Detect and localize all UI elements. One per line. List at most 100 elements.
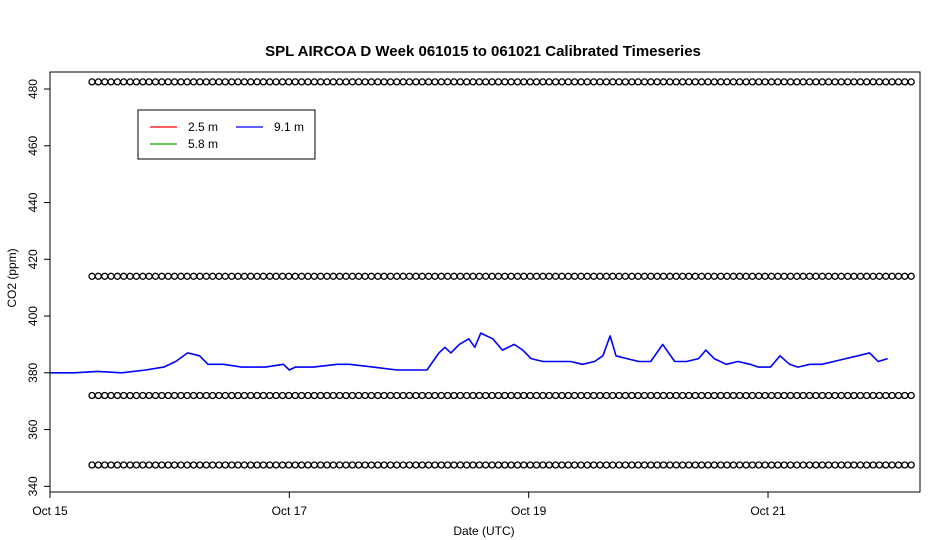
- reference-point: [628, 78, 636, 86]
- reference-point: [888, 272, 896, 280]
- reference-point: [443, 461, 452, 469]
- reference-point: [107, 272, 115, 280]
- reference-point: [259, 391, 268, 400]
- reference-point: [577, 391, 585, 400]
- reference-point: [863, 461, 871, 469]
- reference-point: [475, 461, 484, 469]
- reference-point: [272, 461, 280, 469]
- chart-title: SPL AIRCOA D Week 061015 to 061021 Calib…: [265, 43, 701, 60]
- reference-point: [482, 272, 490, 280]
- reference-point: [774, 272, 782, 280]
- reference-point: [894, 461, 903, 469]
- reference-point: [736, 78, 744, 86]
- reference-point: [513, 461, 522, 469]
- reference-point: [494, 391, 503, 400]
- reference-point: [380, 78, 388, 86]
- reference-point: [799, 78, 807, 86]
- reference-point: [475, 78, 484, 86]
- reference-point: [882, 461, 890, 469]
- reference-point: [659, 391, 668, 400]
- reference-point: [323, 78, 331, 86]
- reference-point: [336, 461, 344, 469]
- reference-point: [590, 78, 598, 86]
- reference-point: [558, 391, 566, 400]
- reference-point: [615, 78, 623, 86]
- reference-point: [653, 78, 661, 86]
- reference-point: [875, 78, 884, 86]
- reference-point: [304, 78, 312, 86]
- reference-point: [628, 461, 636, 469]
- reference-point: [844, 461, 852, 469]
- reference-point: [755, 391, 763, 400]
- reference-point: [507, 461, 515, 469]
- reference-point: [545, 272, 553, 280]
- reference-point: [386, 78, 395, 86]
- y-tick-label: 420: [26, 249, 40, 269]
- reference-point: [348, 461, 357, 469]
- reference-point: [691, 78, 699, 86]
- reference-point: [120, 78, 128, 86]
- reference-point: [634, 461, 642, 469]
- reference-point: [507, 78, 515, 86]
- reference-point: [602, 391, 611, 400]
- reference-point: [748, 461, 757, 469]
- reference-point: [780, 391, 788, 400]
- reference-point: [494, 461, 503, 469]
- reference-point: [520, 391, 528, 400]
- reference-point: [812, 461, 820, 469]
- reference-point: [488, 78, 496, 86]
- reference-point: [901, 461, 909, 469]
- reference-point: [240, 461, 249, 469]
- reference-point: [221, 272, 229, 280]
- reference-point: [323, 461, 331, 469]
- reference-point: [488, 461, 496, 469]
- reference-point: [342, 78, 350, 86]
- reference-point: [863, 272, 871, 280]
- reference-point: [405, 272, 414, 280]
- reference-point: [120, 272, 128, 280]
- reference-point: [513, 78, 522, 86]
- reference-point: [361, 391, 369, 400]
- reference-point: [583, 461, 591, 469]
- reference-point: [170, 78, 179, 86]
- reference-point: [253, 78, 261, 86]
- reference-point: [196, 391, 204, 400]
- reference-point: [101, 391, 109, 400]
- reference-point: [596, 391, 604, 400]
- reference-point: [316, 461, 325, 469]
- x-axis-label: Date (UTC): [453, 524, 514, 538]
- reference-point: [234, 461, 242, 469]
- reference-point: [424, 78, 433, 86]
- reference-point: [818, 272, 826, 280]
- reference-point: [621, 272, 630, 280]
- reference-point: [659, 272, 668, 280]
- reference-point: [107, 391, 115, 400]
- reference-point: [882, 78, 890, 86]
- legend-label: 2.5 m: [188, 120, 218, 134]
- reference-point: [412, 461, 420, 469]
- reference-point: [558, 78, 566, 86]
- reference-point: [215, 272, 223, 280]
- reference-point: [208, 461, 217, 469]
- reference-point: [228, 391, 236, 400]
- reference-point: [374, 391, 382, 400]
- reference-point: [526, 78, 534, 86]
- reference-point: [596, 272, 604, 280]
- reference-point: [875, 461, 884, 469]
- reference-point: [215, 78, 223, 86]
- reference-point: [469, 391, 477, 400]
- reference-point: [666, 78, 674, 86]
- reference-point: [126, 272, 134, 280]
- reference-point: [710, 461, 718, 469]
- reference-point: [456, 391, 464, 400]
- reference-point: [304, 272, 312, 280]
- reference-point: [259, 272, 268, 280]
- reference-point: [450, 272, 458, 280]
- reference-point: [558, 272, 566, 280]
- reference-point: [323, 272, 331, 280]
- reference-point: [424, 272, 433, 280]
- reference-point: [412, 272, 420, 280]
- reference-point: [824, 391, 833, 400]
- reference-point: [564, 272, 572, 280]
- reference-level-row: [88, 272, 915, 280]
